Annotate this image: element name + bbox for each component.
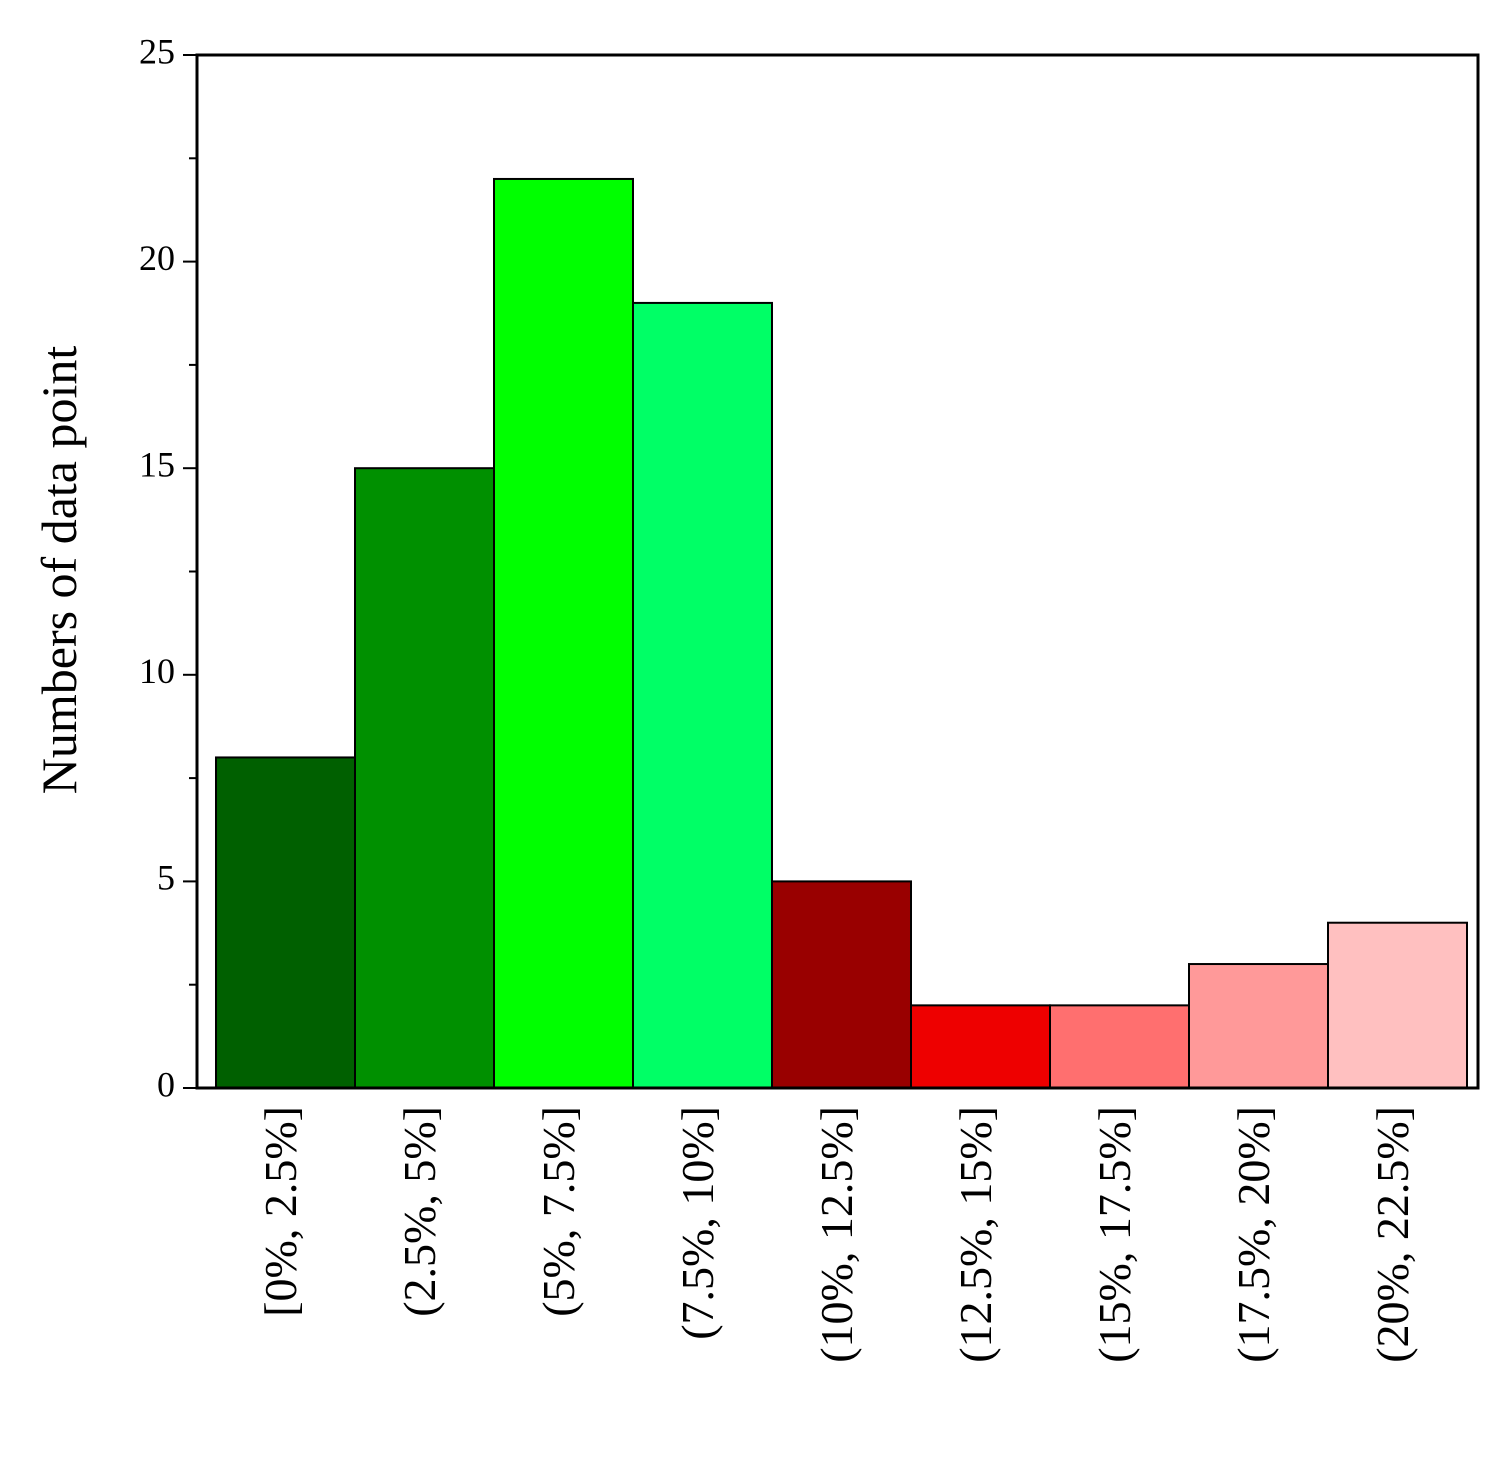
- y-tick-label: 15: [139, 444, 175, 484]
- y-tick-label: 10: [139, 651, 175, 691]
- x-tick-label: (5%, 7.5%]: [533, 1106, 584, 1317]
- bar: [910, 1004, 1051, 1089]
- y-tick-label: 25: [139, 31, 175, 71]
- y-axis-label: Numbers of data point: [31, 346, 87, 795]
- x-tick-label: [0%, 2.5%]: [255, 1106, 306, 1317]
- x-tick-label: (15%, 17.5%]: [1089, 1106, 1140, 1363]
- bar: [1188, 963, 1329, 1089]
- bar: [771, 880, 912, 1090]
- x-tick-label: (7.5%, 10%]: [672, 1106, 723, 1340]
- bar: [493, 177, 634, 1089]
- x-tick-label: (20%, 22.5%]: [1367, 1106, 1418, 1363]
- x-tick-label: (10%, 12.5%]: [811, 1106, 862, 1363]
- bar: [354, 467, 495, 1089]
- bar: [215, 756, 356, 1089]
- bar: [1327, 921, 1468, 1089]
- y-tick-label: 20: [139, 238, 175, 278]
- y-tick-label: 0: [157, 1064, 175, 1104]
- y-tick-label: 5: [157, 858, 175, 898]
- x-tick-label: (2.5%, 5%]: [394, 1106, 445, 1317]
- x-tick-label: (12.5%, 15%]: [950, 1106, 1001, 1363]
- bar: [1049, 1004, 1190, 1089]
- bar: [632, 301, 773, 1090]
- x-tick-label: (17.5%, 20%]: [1228, 1106, 1279, 1363]
